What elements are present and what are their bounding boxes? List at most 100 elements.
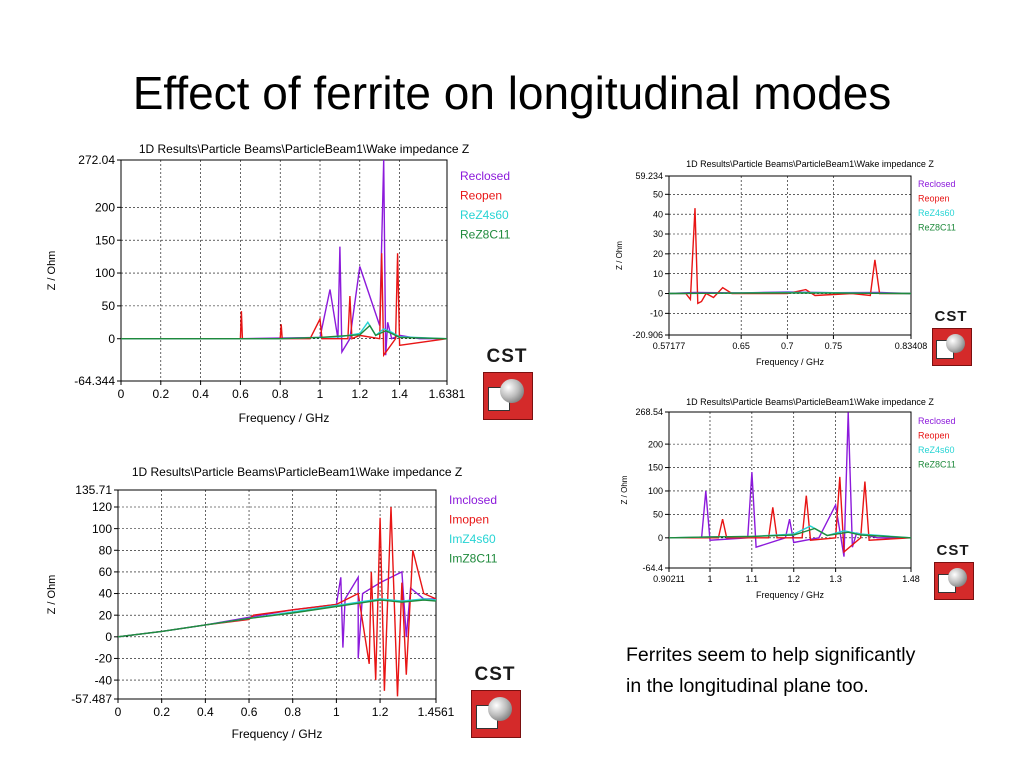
legend-entry: Imclosed — [449, 493, 497, 507]
legend-entry: ReZ8C11 — [918, 223, 956, 233]
x-tick-label: 0.4 — [197, 705, 214, 719]
x-tick-label: 0.8 — [284, 705, 301, 719]
y-tick-label: -57.487 — [71, 692, 112, 706]
plot-frame — [668, 411, 912, 569]
y-tick-label: 50 — [653, 510, 663, 520]
slide-title: Effect of ferrite on longitudinal modes — [132, 67, 892, 119]
y-tick-label: 150 — [95, 233, 115, 247]
x-tick-label: 0.57177 — [653, 341, 686, 351]
y-tick-label: 272.04 — [78, 153, 115, 167]
cst-logo-text: CST — [936, 542, 970, 559]
x-tick-label: 1 — [333, 705, 340, 719]
x-axis-label: Frequency / GHz — [756, 357, 825, 367]
series-line-rez8c11 — [121, 324, 448, 340]
y-tick-label: 20 — [653, 249, 663, 259]
cst-logo-text: CST — [934, 308, 968, 325]
legend-entry: ImZ8C11 — [449, 552, 498, 566]
x-tick-label: 1.4561 — [418, 705, 455, 719]
chart-title: 1D Results\Particle Beams\ParticleBeam1\… — [139, 142, 469, 156]
x-tick-label: 1.3 — [829, 574, 842, 584]
y-tick-label: -20.906 — [632, 330, 663, 340]
legend-entry: Reopen — [918, 194, 950, 204]
x-tick-label: 1.2 — [372, 705, 389, 719]
x-tick-label: 0.65 — [732, 341, 750, 351]
cst-logo-2: CST — [928, 308, 974, 366]
y-tick-label: 100 — [648, 486, 663, 496]
series-line-reopen — [669, 476, 912, 554]
y-tick-label: 268.54 — [635, 407, 663, 417]
y-tick-label: 0 — [658, 289, 663, 299]
cst-logo-4: CST — [930, 542, 976, 600]
chart-title: 1D Results\Particle Beams\ParticleBeam1\… — [686, 397, 934, 407]
y-tick-label: -20 — [95, 652, 113, 666]
y-tick-label: 100 — [92, 522, 112, 536]
y-tick-label: 0 — [105, 630, 112, 644]
y-tick-label: 40 — [99, 587, 113, 601]
caption-line: in the longitudinal plane too. — [626, 675, 869, 697]
legend-entry: ReZ4s60 — [918, 208, 955, 218]
y-tick-label: 50 — [653, 189, 663, 199]
cst-logo-text: CST — [486, 346, 528, 367]
x-axis-label: Frequency / GHz — [232, 727, 323, 741]
cst-logo-icon — [934, 562, 974, 600]
y-tick-label: 200 — [95, 201, 115, 215]
legend-entry: ReZ4s60 — [918, 445, 955, 455]
y-tick-label: 200 — [648, 439, 663, 449]
legend-entry: Reclosed — [918, 179, 956, 189]
x-tick-label: 0.8 — [272, 387, 289, 401]
legend-entry: Reclosed — [460, 169, 510, 183]
x-tick-label: 0 — [118, 387, 125, 401]
cst-logo-3: CST — [466, 664, 524, 740]
y-tick-label: 50 — [102, 299, 116, 313]
plot-frame — [120, 159, 448, 382]
chart-title: 1D Results\Particle Beams\ParticleBeam1\… — [686, 159, 934, 169]
cst-logo-text: CST — [474, 664, 516, 685]
plot-frame — [117, 489, 437, 700]
cst-logo-1: CST — [478, 346, 536, 422]
series-line-reopen — [669, 208, 911, 305]
plot-frame — [668, 175, 912, 336]
y-axis-label: Z / Ohm — [46, 251, 58, 291]
x-axis-label: Frequency / GHz — [756, 590, 825, 600]
y-tick-label: 0 — [658, 533, 663, 543]
legend-entry: Imopen — [449, 513, 489, 527]
y-tick-label: 135.71 — [75, 483, 112, 497]
x-tick-label: 0.7 — [781, 341, 794, 351]
legend-entry: Reopen — [460, 189, 502, 203]
cst-logo-icon — [932, 328, 972, 366]
y-tick-label: -40 — [95, 673, 113, 687]
y-tick-label: 150 — [648, 463, 663, 473]
x-tick-label: 1.6381 — [429, 387, 466, 401]
series-line-imclosed — [117, 570, 436, 659]
chart-title: 1D Results\Particle Beams\ParticleBeam1\… — [132, 465, 462, 479]
x-tick-label: 0.75 — [825, 341, 843, 351]
y-tick-label: 0 — [108, 332, 115, 346]
series-line-rez8c11 — [668, 292, 912, 295]
series-line-reclosed — [121, 159, 447, 356]
y-tick-label: 10 — [653, 269, 663, 279]
series-line-imz8c11 — [117, 599, 437, 638]
x-tick-label: 0.90211 — [653, 574, 685, 584]
x-tick-label: 1 — [317, 387, 324, 401]
y-axis-label: Z / Ohm — [620, 475, 629, 504]
x-tick-label: 1.1 — [746, 574, 759, 584]
x-tick-label: 1.48 — [902, 574, 920, 584]
x-tick-label: 1.4 — [391, 387, 408, 401]
y-axis-label: Z / Ohm — [615, 241, 624, 270]
legend-entry: Reclosed — [918, 416, 956, 426]
y-tick-label: 120 — [92, 500, 112, 514]
y-tick-label: 80 — [99, 543, 113, 557]
y-tick-label: -64.4 — [642, 563, 663, 573]
x-tick-label: 0 — [115, 705, 122, 719]
y-axis-label: Z / Ohm — [46, 575, 58, 615]
legend-entry: ReZ8C11 — [918, 460, 956, 470]
y-tick-label: 100 — [95, 266, 115, 280]
x-tick-label: 1.2 — [787, 574, 800, 584]
y-tick-label: 59.234 — [635, 171, 663, 181]
y-tick-label: 20 — [99, 608, 113, 622]
caption-line: Ferrites seem to help significantly — [626, 644, 916, 666]
y-tick-label: -10 — [650, 309, 663, 319]
